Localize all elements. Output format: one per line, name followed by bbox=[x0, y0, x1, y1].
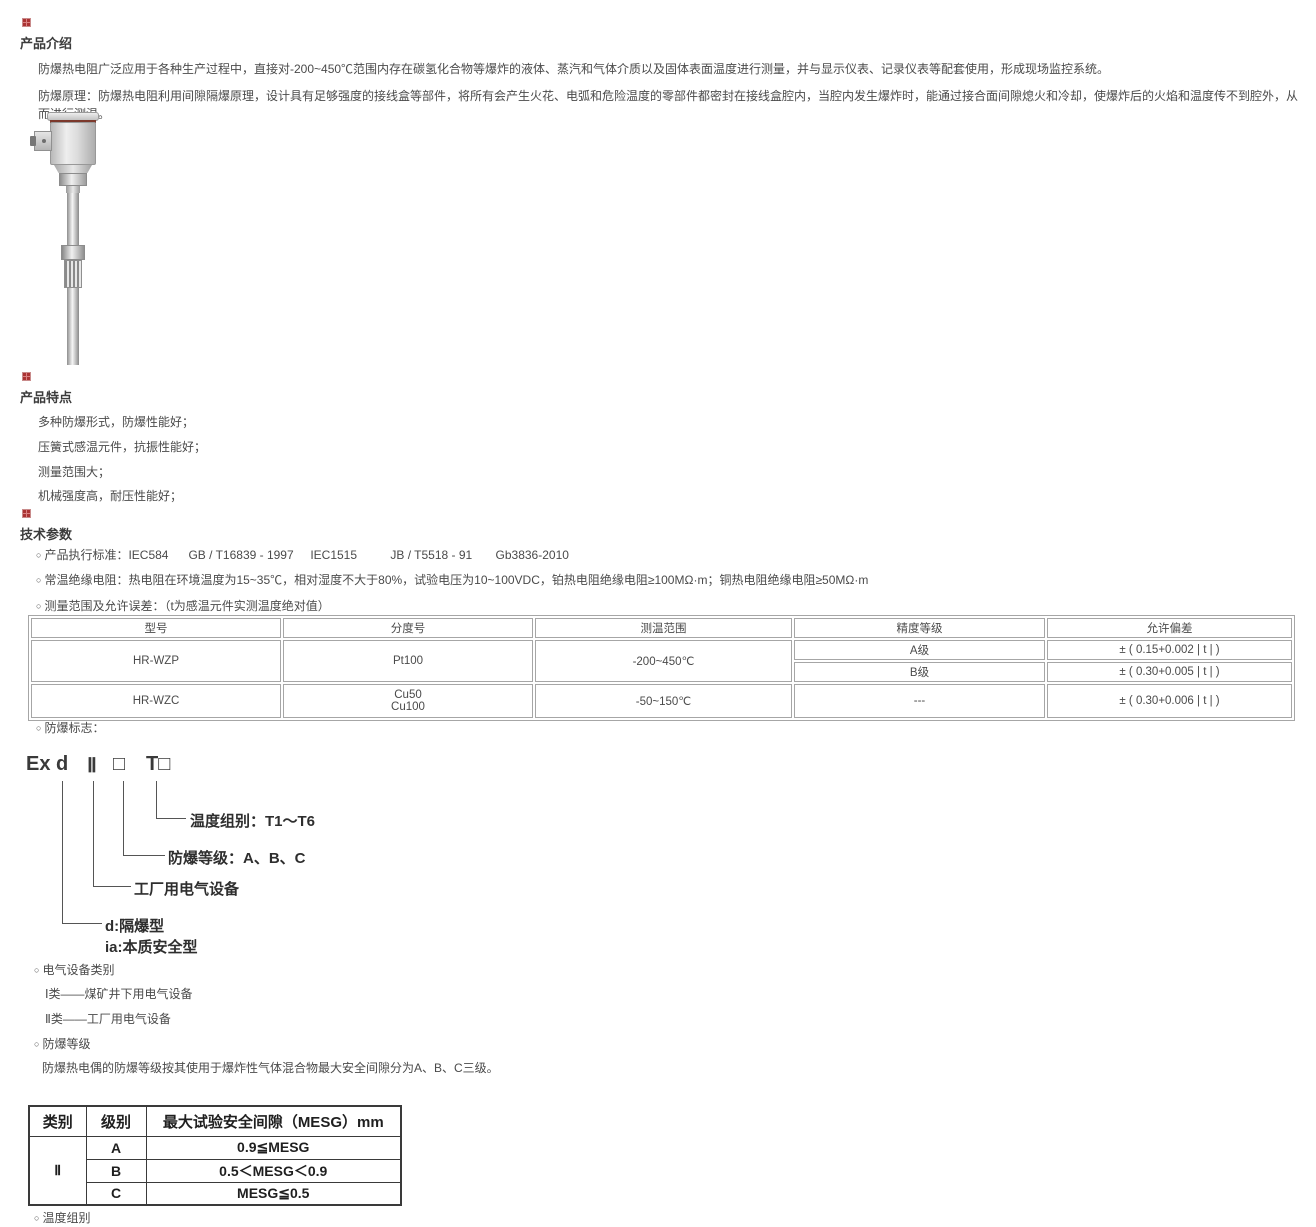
device-junction-box bbox=[50, 122, 96, 165]
cell-model-wzp: HR-WZP bbox=[31, 640, 281, 682]
device-neck bbox=[66, 186, 80, 193]
intro-paragraph-2: 防爆原理：防爆热电阻利用间隙隔爆原理，设计具有足够强度的接线盒等部件，将所有会产… bbox=[38, 89, 1299, 121]
cell-grade-b: B级 bbox=[794, 662, 1045, 682]
spec-col-range: 测温范围 bbox=[535, 618, 792, 638]
category-item-1: Ⅰ类——煤矿井下用电气设备 bbox=[45, 987, 193, 1001]
diagram-line-t bbox=[156, 781, 157, 818]
device-probe-lower bbox=[67, 288, 79, 365]
diagram-hline-d bbox=[62, 923, 102, 924]
device-screw bbox=[42, 139, 46, 143]
section-marker-icon bbox=[22, 18, 31, 27]
spec-row-wzc: HR-WZC Cu50 Cu100 -50~150℃ --- ± ( 0.30+… bbox=[31, 684, 1292, 718]
spec-col-tolerance: 允许偏差 bbox=[1047, 618, 1292, 638]
device-hex-nut-mid bbox=[61, 245, 85, 260]
categories-label-line: ○ 电气设备类别 bbox=[34, 963, 115, 977]
feature-item: 测量范围大； bbox=[38, 465, 111, 479]
features-title: 产品特点 bbox=[20, 390, 73, 405]
exgrade-note: 防爆热电偶的防爆等级按其使用于爆炸性气体混合物最大安全间隙分为A、B、C三级。 bbox=[42, 1061, 499, 1075]
marking-symbol-ii: Ⅱ bbox=[87, 755, 97, 777]
circle-bullet: ○ bbox=[36, 575, 42, 585]
cell-tolerance-b: ± ( 0.30+0.005 | t | ) bbox=[1047, 662, 1292, 682]
cell-tolerance-wzc: ± ( 0.30+0.006 | t | ) bbox=[1047, 684, 1292, 718]
feature-item: 机械强度高，耐压性能好； bbox=[38, 489, 183, 503]
product-photo-thermal-resistance bbox=[30, 112, 122, 365]
mesg-row-c: C MESG≦0.5 bbox=[29, 1181, 402, 1206]
exgrade-label-line: ○ 防爆等级 bbox=[34, 1037, 91, 1051]
mesg-col-gap: 最大试验安全间隙（MESG）mm bbox=[145, 1105, 402, 1137]
cell-range-wzp: -200~450℃ bbox=[535, 640, 792, 682]
spec-row-wzp-b: B级 ± ( 0.30+0.005 | t | ) bbox=[31, 662, 1292, 682]
mesg-table: 类别 级别 最大试验安全间隙（MESG）mm Ⅱ A 0.9≦MESG B 0.… bbox=[28, 1105, 402, 1206]
spec-col-accuracy: 精度等级 bbox=[794, 618, 1045, 638]
marking-symbol-d: d bbox=[56, 753, 69, 775]
mesg-category-cell: Ⅱ bbox=[28, 1135, 87, 1206]
feature-item: 压簧式感温元件，抗振性能好； bbox=[38, 440, 207, 454]
cell-grade-a: A级 bbox=[794, 640, 1045, 660]
tech-insulation-line: ○ 常温绝缘电阻：热电阻在环境温度为15~35℃，相对湿度不大于80%，试验电压为… bbox=[36, 573, 869, 587]
intro-title: 产品介绍 bbox=[20, 36, 73, 51]
device-flange bbox=[54, 165, 92, 173]
section-marker-icon bbox=[22, 372, 31, 381]
device-probe-upper bbox=[67, 193, 79, 245]
marking-symbol-ex: Ex bbox=[26, 753, 51, 775]
device-threaded-section bbox=[64, 260, 82, 288]
spec-table: 型号 分度号 测温范围 精度等级 允许偏差 HR-WZP Pt100 -200~… bbox=[28, 615, 1295, 721]
spec-col-graduation: 分度号 bbox=[283, 618, 533, 638]
mesg-col-category: 类别 bbox=[28, 1105, 87, 1137]
legend-factory-equipment: 工厂用电气设备 bbox=[134, 881, 240, 898]
tech-standards-line: ○ 产品执行标准：IEC584 GB / T16839 - 1997 IEC151… bbox=[36, 548, 569, 562]
mesg-header-row: 类别 级别 最大试验安全间隙（MESG）mm bbox=[28, 1105, 402, 1137]
mesg-col-grade: 级别 bbox=[85, 1105, 147, 1137]
device-cable-knob bbox=[30, 136, 36, 146]
intro-paragraph-1: 防爆热电阻广泛应用于各种生产过程中，直接对-200~450℃范围内存在碳氢化合物… bbox=[38, 62, 1110, 76]
tech-title: 技术参数 bbox=[20, 527, 73, 542]
mesg-grade-b: B bbox=[85, 1158, 147, 1183]
circle-bullet: ○ bbox=[34, 965, 40, 975]
tempgroup-label-line: ○ 温度组别 bbox=[34, 1211, 91, 1225]
diagram-line-box bbox=[123, 781, 124, 855]
diagram-hline-temp bbox=[156, 818, 186, 819]
circle-bullet: ○ bbox=[36, 601, 42, 611]
diagram-hline-factory bbox=[93, 886, 131, 887]
marking-symbol-box: □ bbox=[113, 753, 126, 775]
circle-bullet: ○ bbox=[34, 1039, 40, 1049]
cell-grade-wzc: --- bbox=[794, 684, 1045, 718]
category-item-2: Ⅱ类——工厂用电气设备 bbox=[45, 1012, 171, 1026]
diagram-line-d bbox=[62, 781, 63, 923]
mesg-value-c: MESG≦0.5 bbox=[145, 1181, 402, 1206]
spec-col-model: 型号 bbox=[31, 618, 281, 638]
mesg-value-b: 0.5＜MESG＜0.9 bbox=[145, 1158, 402, 1183]
mesg-grade-c: C bbox=[85, 1181, 147, 1206]
circle-bullet: ○ bbox=[34, 1213, 40, 1223]
mesg-value-a: 0.9≦MESG bbox=[145, 1135, 402, 1160]
diagram-hline-grade bbox=[123, 855, 165, 856]
legend-temperature-group: 温度组别：T1～T6 bbox=[190, 813, 316, 830]
mesg-row-a: Ⅱ A 0.9≦MESG bbox=[28, 1135, 402, 1206]
device-oring bbox=[50, 120, 96, 123]
circle-bullet: ○ bbox=[36, 550, 42, 560]
legend-explosion-grade: 防爆等级：A、B、C bbox=[168, 850, 306, 867]
mesg-grade-a: A bbox=[85, 1135, 147, 1160]
legend-flameproof-type: d:隔爆型 bbox=[105, 918, 165, 935]
spec-row-wzp-a: HR-WZP Pt100 -200~450℃ A级 ± ( 0.15+0.002… bbox=[31, 640, 1292, 682]
feature-item: 多种防爆形式，防爆性能好； bbox=[38, 415, 195, 429]
circle-bullet: ○ bbox=[36, 723, 42, 733]
cell-tolerance-a: ± ( 0.15+0.002 | t | ) bbox=[1047, 640, 1292, 660]
cell-graduation-wzp: Pt100 bbox=[283, 640, 533, 682]
section-marker-icon bbox=[22, 509, 31, 518]
marking-label-line: ○ 防爆标志： bbox=[36, 721, 105, 735]
diagram-line-ii bbox=[93, 781, 94, 886]
cell-range-wzc: -50~150℃ bbox=[535, 684, 792, 718]
legend-intrinsic-safety-type: ia:本质安全型 bbox=[105, 939, 198, 956]
cell-graduation-wzc: Cu50 Cu100 bbox=[283, 684, 533, 718]
cell-model-wzc: HR-WZC bbox=[31, 684, 281, 718]
mesg-row-b: B 0.5＜MESG＜0.9 bbox=[29, 1158, 402, 1183]
tech-range-note-line: ○ 测量范围及允许误差：（t为感温元件实测温度绝对值） bbox=[36, 599, 330, 613]
spec-table-header-row: 型号 分度号 测温范围 精度等级 允许偏差 bbox=[31, 618, 1292, 638]
marking-symbol-t: T□ bbox=[146, 753, 171, 775]
device-hex-nut-upper bbox=[59, 173, 87, 186]
